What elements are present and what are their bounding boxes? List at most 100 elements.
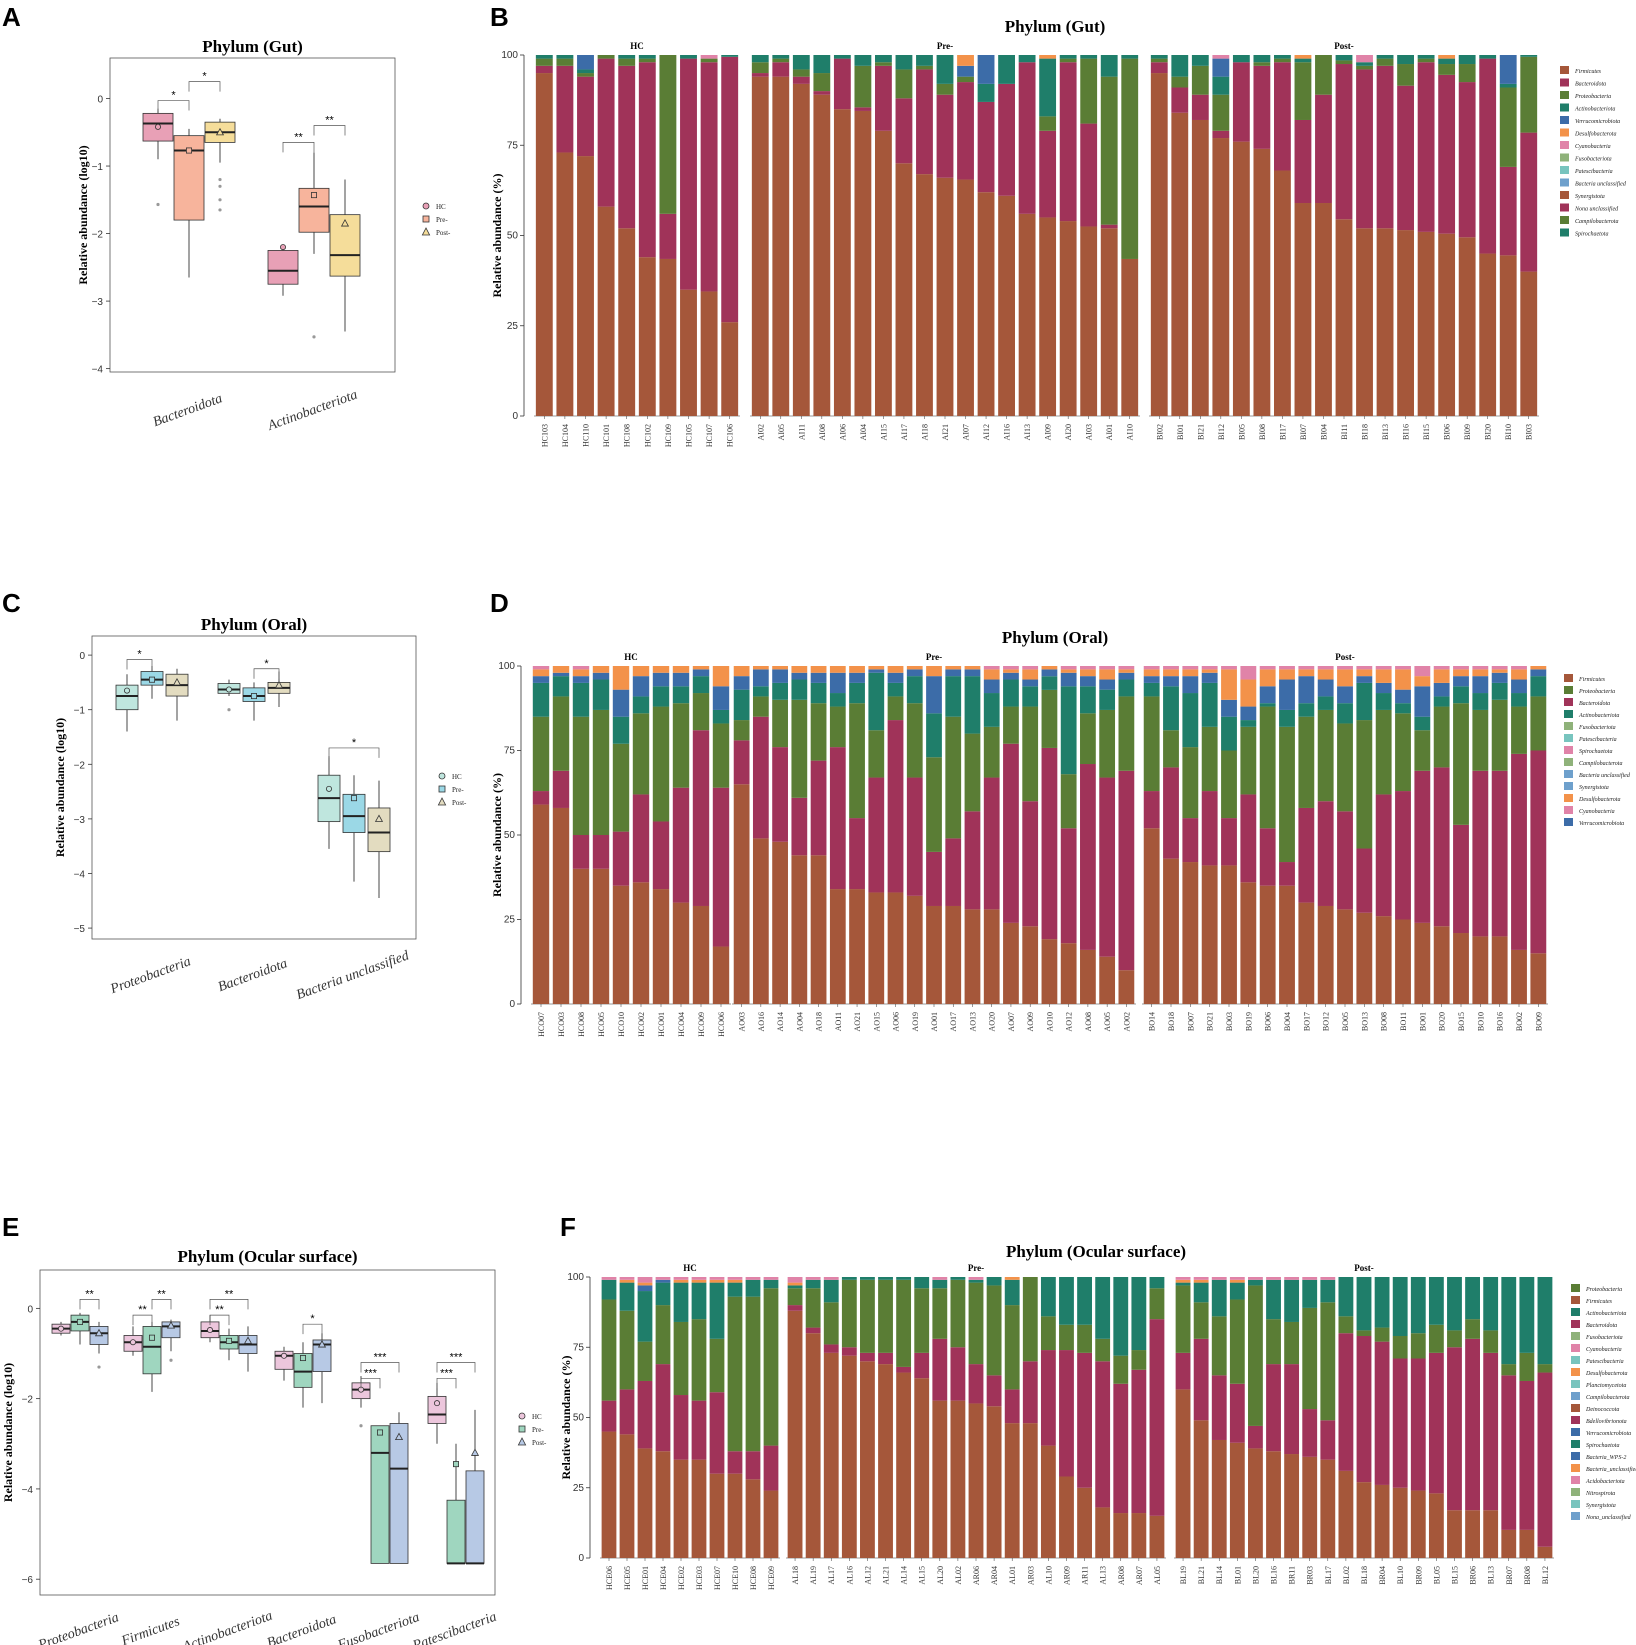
bar-segment-actinobacteriota: [1317, 696, 1334, 710]
bar-segment-proteobacteria: [1077, 1324, 1092, 1353]
legend-label: Acidobacteriota: [1585, 1479, 1625, 1485]
bar-segment-bacteroidota: [1004, 1389, 1020, 1424]
bar-segment-firmicutes: [577, 156, 594, 416]
sample-label: AO05: [1103, 1012, 1112, 1032]
bar-segment-firmicutes: [1511, 949, 1527, 1004]
chart-title: Phylum (Gut): [202, 37, 303, 56]
bar-segment-actinobacteriota: [1338, 1277, 1354, 1317]
sample-label: HCO04: [677, 1012, 686, 1037]
bar-segment-actinobacteriota: [916, 55, 933, 66]
box-pre: [293, 1353, 313, 1388]
bar-segment-bacteroidota: [632, 794, 650, 883]
bar-segment-bacteroidota: [692, 730, 710, 906]
bar-segment-bacteroidota: [914, 1352, 930, 1379]
bar-segment-actinobacteriota: [945, 676, 962, 717]
bar-segment-cyanobacteria: [983, 666, 1000, 670]
bar-segment-firmicutes: [810, 855, 827, 1004]
bar-segment-verrucomicrobiota: [532, 676, 550, 683]
y-tick-label: −4: [74, 869, 86, 880]
bar-segment-desulfobacterota: [1039, 55, 1057, 59]
sample-label: BI20: [1484, 424, 1493, 440]
bar-segment-desulfobacterota: [1438, 55, 1456, 59]
significance-bracket: [79, 1298, 100, 1310]
bar-segment-actinobacteriota: [601, 1279, 617, 1300]
bar-segment-cyanobacteria: [1248, 1277, 1263, 1280]
outlier-point: [218, 208, 222, 212]
bar-segment-desulfobacterota: [1022, 669, 1039, 680]
sample-label: HCE08: [749, 1566, 758, 1590]
bar-segment-bacteroidota: [1259, 828, 1276, 886]
bar-segment-desulfobacterota: [964, 666, 981, 670]
bar-segment-proteobacteria: [1530, 696, 1547, 751]
bar-segment-proteobacteria: [1338, 1316, 1354, 1334]
bar-segment-cyanobacteria: [673, 1277, 689, 1280]
sample-label: BI13: [1381, 424, 1390, 440]
y-tick-label: 100: [501, 50, 518, 61]
significance-label: *: [264, 658, 269, 670]
bar-segment-proteobacteria: [751, 62, 769, 74]
panel-label-b: B: [490, 2, 509, 32]
y-axis-label: Relative abundance (%): [490, 174, 504, 298]
bar-segment-bacteroidota: [1375, 794, 1392, 917]
bar-segment-verrucomicrobiota: [1433, 682, 1450, 697]
bar-segment-actinobacteriota: [977, 83, 995, 102]
sample-label: BO03: [1225, 1012, 1234, 1031]
bar-segment-bacteroidota: [1150, 62, 1168, 74]
sample-label: BO08: [1380, 1012, 1389, 1031]
bar-segment-cyanobacteria: [1511, 666, 1527, 670]
bar-segment-actinobacteriota: [1059, 55, 1077, 59]
bar-segment-firmicutes: [1335, 219, 1353, 416]
sample-label: BO13: [1360, 1012, 1369, 1031]
mean-marker: [166, 1321, 176, 1329]
bar-segment-verrucomicrobiota: [1118, 672, 1135, 680]
category-label: Bacteroidota: [265, 1612, 338, 1645]
bar-segment-verrucomicrobiota: [791, 672, 808, 680]
legend-label: Desulfobacterota: [1574, 131, 1616, 138]
bar-segment-proteobacteria: [763, 1288, 779, 1446]
legend-swatch: [1571, 1512, 1580, 1520]
bar-segment-cyanobacteria: [745, 1277, 761, 1280]
sample-label: BO17: [1302, 1012, 1311, 1031]
sample-label: HCO07: [537, 1012, 546, 1037]
bar-segment-proteobacteria: [1397, 64, 1414, 86]
sample-label: BI01: [1176, 424, 1185, 440]
bar-segment-actinobacteriota: [727, 1282, 743, 1297]
sample-label: AO16: [757, 1012, 766, 1032]
sample-label: BR08: [1523, 1566, 1532, 1585]
legend-label: Patescibacteria: [1578, 737, 1617, 743]
bar-segment-cyanobacteria: [1356, 55, 1373, 63]
bar-segment-bacteroidota: [823, 1344, 839, 1353]
legend-label: Pre-: [532, 1426, 544, 1434]
sample-label: BI18: [1361, 424, 1370, 440]
legend-label: Bacteria unclassified: [1575, 181, 1627, 188]
bar-segment-actinobacteriota: [733, 689, 750, 721]
legend-label: Verrucomicrobiota: [1575, 119, 1620, 125]
sample-label: AO01: [930, 1012, 939, 1032]
bar-segment-bacteroidota: [1491, 770, 1508, 937]
sample-label: HCE02: [677, 1566, 686, 1590]
legend-swatch: [1564, 818, 1573, 826]
sample-label: BL13: [1487, 1566, 1496, 1584]
bar-segment-bacteroidota: [1248, 1425, 1263, 1449]
box-hc: [115, 684, 139, 711]
legend-key: [518, 1425, 526, 1433]
bar-segment-firmicutes: [1356, 912, 1373, 1004]
bar-segment-proteobacteria: [968, 1282, 984, 1365]
bar-segment-firmicutes: [1113, 1513, 1129, 1558]
bar-segment-actinobacteriota: [1041, 676, 1058, 690]
sample-label: AI06: [838, 424, 847, 440]
bar-segment-bacteroidota: [672, 787, 690, 903]
bar-segment-cyanobacteria: [1175, 1277, 1191, 1280]
bar-segment-bacteroidota: [841, 1347, 857, 1356]
bar-segment-actinobacteriota: [1294, 58, 1312, 63]
bar-segment-actinobacteriota: [1113, 1277, 1129, 1356]
bar-segment-verrucomicrobiota: [887, 672, 904, 683]
bar-segment-bacteroidota: [1465, 1338, 1480, 1511]
bar-segment-firmicutes: [1375, 916, 1392, 1004]
bar-segment-proteobacteria: [829, 706, 846, 748]
bar-segment-firmicutes: [1479, 253, 1497, 416]
y-tick-label: −2: [22, 1395, 34, 1406]
bar-segment-cyanobacteria: [709, 1277, 725, 1280]
bar-segment-actinobacteriota: [914, 1277, 930, 1289]
bar-segment-bacteroidota: [1191, 94, 1209, 120]
